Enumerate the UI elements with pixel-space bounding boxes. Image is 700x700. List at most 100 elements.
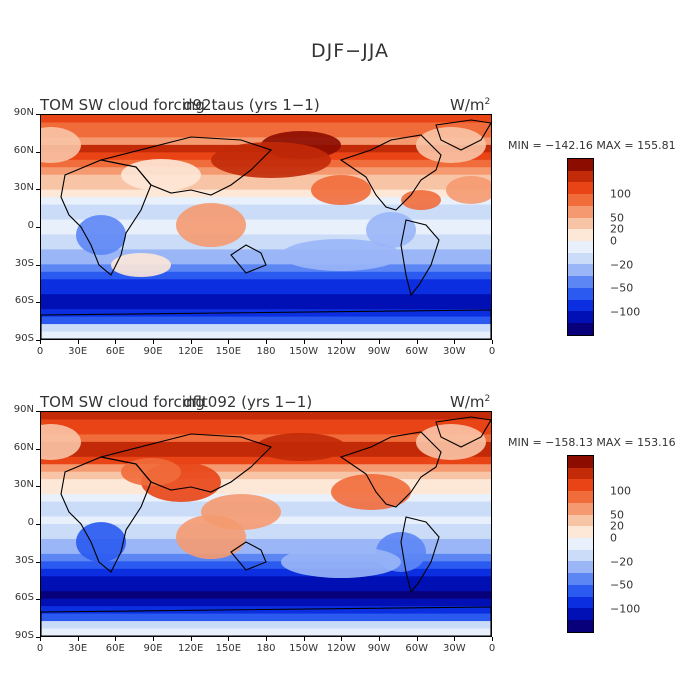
contour-band [41, 464, 491, 473]
contour-band [41, 115, 491, 124]
lon-tick-label: 90W [367, 346, 391, 357]
coastline [435, 119, 491, 151]
lat-tick [36, 486, 40, 488]
lon-tick-label: 120W [326, 346, 356, 357]
lat-tick-label: 90S [14, 630, 34, 641]
colorbar-swatch [568, 276, 593, 288]
lat-tick [36, 227, 40, 228]
colorbar-swatch [568, 159, 593, 171]
lon-tick [492, 637, 493, 641]
lon-tick [153, 340, 154, 344]
contour-band [41, 234, 491, 243]
colorbar-swatch [568, 229, 593, 242]
lon-tick [115, 340, 117, 344]
lat-tick [36, 340, 40, 341]
lon-tick [153, 637, 154, 641]
lon-tick-label: 60W [405, 643, 428, 654]
contour-band [41, 301, 491, 310]
contour-band [41, 628, 491, 636]
contour-band [41, 471, 491, 480]
lat-tick [36, 599, 40, 601]
contour-band [41, 538, 491, 547]
contour-band [41, 324, 491, 333]
lon-tick-label: 90W [367, 643, 391, 654]
contour-region [111, 253, 171, 277]
contour-band [41, 598, 491, 607]
coastline [339, 134, 442, 211]
coastline [339, 431, 442, 508]
colorbar-label: 50 [610, 508, 624, 522]
colorbar-label: −50 [610, 578, 634, 592]
colorbar-swatch [568, 608, 593, 621]
lon-tick [416, 637, 418, 641]
colorbar-swatch [568, 170, 593, 183]
contour-band [41, 294, 491, 303]
colorbar-label: −100 [610, 602, 641, 616]
contour-band [41, 212, 491, 221]
coastline [41, 309, 491, 339]
map-panel-top: TOM SW cloud forcingd92taus (yrs 1−1) W/… [0, 96, 700, 396]
lon-tick [379, 340, 380, 344]
contour-band [41, 264, 491, 273]
contour-band [41, 204, 491, 213]
colorbar-swatch [568, 596, 593, 609]
lon-tick [266, 340, 267, 344]
lat-tick-label: 60N [13, 441, 34, 453]
lon-tick [115, 637, 117, 641]
lon-tick [40, 340, 41, 344]
contour-band [41, 583, 491, 592]
panel-title: TOM SW cloud forcingd92taus (yrs 1−1) [40, 96, 320, 114]
colorbar-swatch [568, 491, 593, 503]
contour-region [176, 515, 246, 559]
min-max-stats: MIN = −158.13 MAX = 153.16 [508, 436, 676, 449]
colorbar-label: −20 [610, 555, 634, 569]
contour-band [41, 606, 491, 615]
lat-tick [36, 114, 40, 115]
contour-band [41, 591, 491, 600]
colorbar-label: 20 [610, 222, 624, 236]
lon-tick [454, 340, 456, 344]
coastline [100, 136, 273, 196]
contour-region [176, 203, 246, 247]
colorbar-label: 100 [610, 484, 631, 498]
lat-tick [36, 411, 40, 412]
colorbar-swatch [568, 538, 593, 550]
colorbar-swatch [568, 252, 593, 265]
lon-tick [40, 637, 41, 641]
lon-tick-label: 30W [443, 643, 466, 654]
contour-band [41, 122, 491, 131]
panel-units: W/m2 [450, 96, 491, 114]
lon-tick-label: 120W [326, 643, 356, 654]
colorbar [567, 455, 594, 633]
contour-region [76, 522, 126, 562]
lon-tick-label: 120E [177, 643, 204, 654]
panel-units: W/m2 [450, 393, 491, 411]
colorbar-swatch [568, 549, 593, 562]
contour-band [41, 174, 491, 183]
colorbar-swatch [568, 467, 593, 480]
colorbar-swatch [568, 514, 593, 527]
coastline [400, 516, 440, 594]
lat-tick-label: 30S [14, 257, 34, 269]
contour-band [41, 227, 491, 236]
contour-band [41, 546, 491, 555]
lon-tick-label: 30E [68, 346, 88, 357]
contour-band [41, 219, 491, 228]
lon-tick [492, 340, 493, 344]
lat-tick [36, 637, 40, 638]
contour-band [41, 561, 491, 570]
colorbar-label: 0 [610, 234, 617, 248]
contour-band [41, 331, 491, 339]
lat-tick [36, 189, 40, 191]
colorbar-swatch [568, 241, 593, 253]
lon-tick-label: 60E [105, 346, 125, 357]
lon-tick [77, 340, 79, 344]
contour-region [256, 433, 346, 461]
colorbar [567, 158, 594, 336]
coastline [100, 433, 273, 493]
lat-tick-label: 90N [13, 107, 34, 118]
colorbar-swatch [568, 311, 593, 324]
colorbar-swatch [568, 526, 593, 539]
contour-region [121, 458, 181, 486]
lat-tick [36, 264, 40, 266]
